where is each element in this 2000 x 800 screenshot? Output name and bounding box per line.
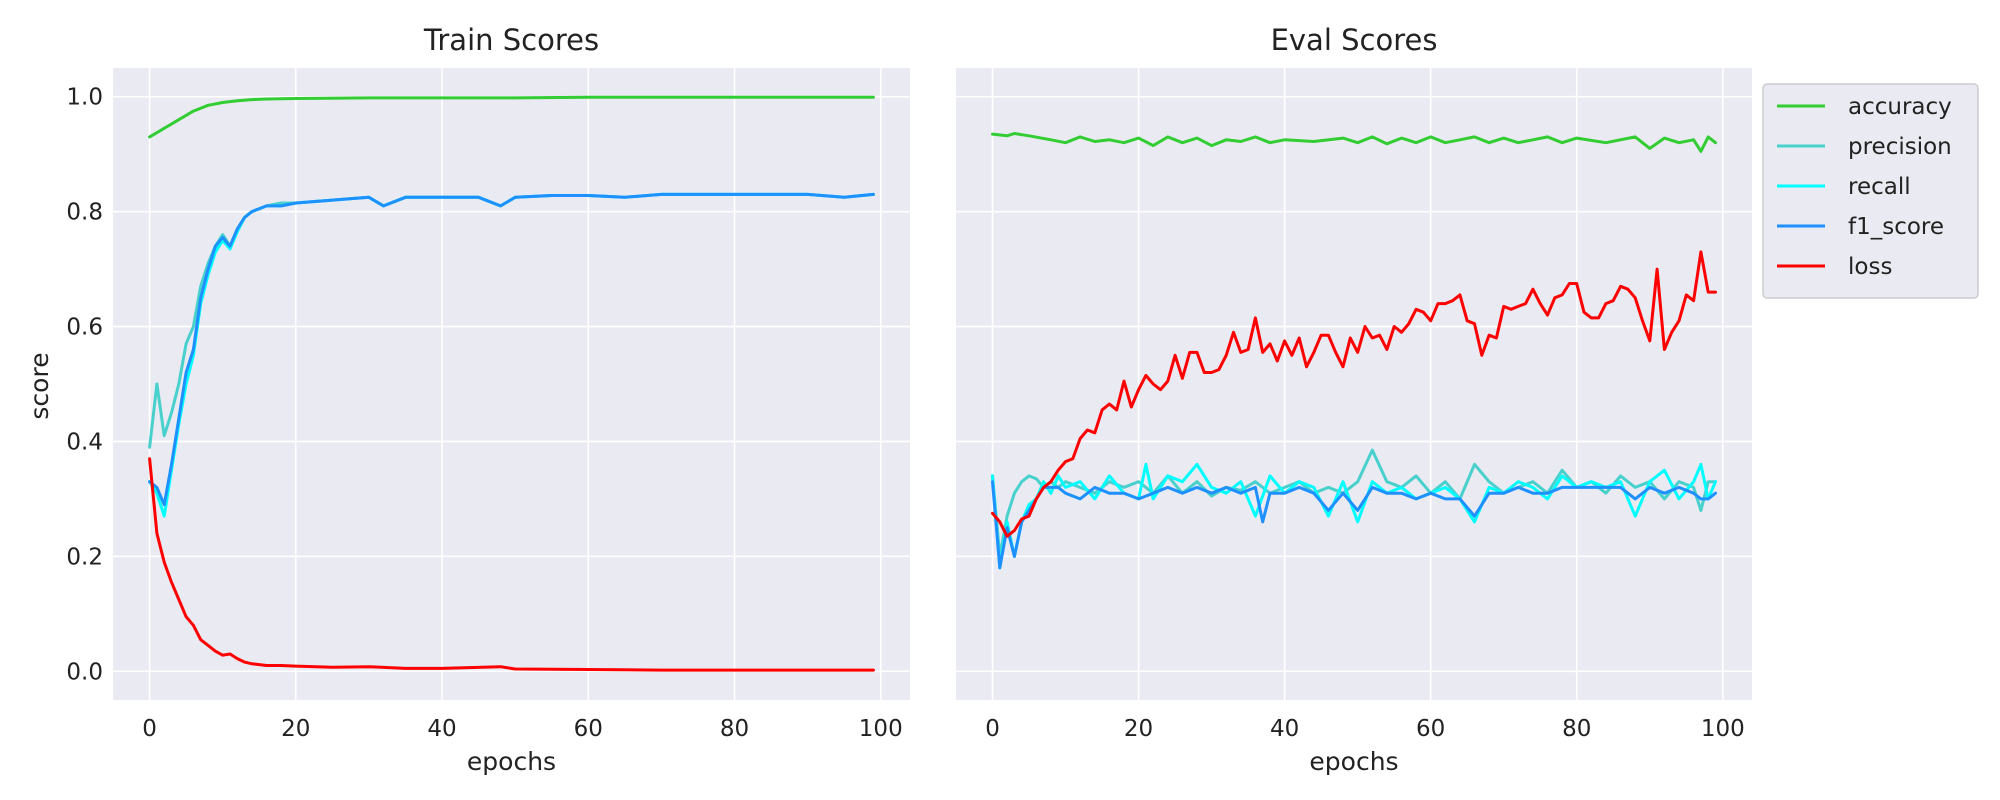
eval-series <box>991 132 1717 570</box>
eval-x-tick-label: 0 <box>985 716 1000 742</box>
train-x-tick-label: 40 <box>427 716 456 742</box>
eval-grid <box>956 68 1752 700</box>
eval-x-tick-label: 60 <box>1416 716 1445 742</box>
train-x-tick-label: 0 <box>142 716 157 742</box>
train-x-tick-label: 20 <box>281 716 310 742</box>
eval-scores-panel: 0 20 40 60 80 100 Eval Scores epochs <box>956 23 1752 776</box>
train-y-tick-label: 0.2 <box>66 544 103 570</box>
legend-f1-score-label: f1_score <box>1848 214 1944 240</box>
eval-x-tick-label: 100 <box>1701 716 1745 742</box>
train-y-axis-label: score <box>25 352 54 419</box>
train-plot-background <box>113 68 910 700</box>
train-y-tick-label: 0.8 <box>66 200 103 226</box>
eval-x-tick-label: 20 <box>1124 716 1153 742</box>
legend-accuracy-label: accuracy <box>1848 94 1952 120</box>
train-ticks: 0 20 40 60 80 100 0.0 0.2 0.4 0.6 0.8 1.0 <box>66 85 902 742</box>
eval-ticks: 0 20 40 60 80 100 <box>985 716 1745 742</box>
legend-box <box>1762 83 1979 299</box>
eval-plot-background <box>956 68 1752 700</box>
train-x-tick-label: 80 <box>720 716 749 742</box>
train-grid <box>113 68 910 700</box>
train-series <box>148 95 875 672</box>
train-y-tick-label: 0.0 <box>66 659 103 685</box>
train-accuracy-line <box>148 95 875 139</box>
train-scores-panel: 0 20 40 60 80 100 0.0 0.2 0.4 0.6 0.8 1.0 Train Sco… <box>25 23 910 776</box>
eval-f1-score-line <box>991 480 1717 570</box>
train-x-tick-label: 60 <box>574 716 603 742</box>
train-y-tick-label: 0.6 <box>66 315 103 341</box>
eval-title: Eval Scores <box>1271 23 1438 57</box>
train-x-axis-label: epochs <box>467 747 556 776</box>
eval-loss-line <box>991 250 1717 538</box>
legend-recall-label: recall <box>1848 174 1911 200</box>
train-y-tick-label: 0.4 <box>66 429 103 455</box>
eval-precision-line <box>991 448 1717 558</box>
train-loss-line <box>148 457 875 672</box>
eval-accuracy-line <box>991 132 1717 153</box>
train-f1-score-line <box>148 192 875 507</box>
train-title: Train Scores <box>423 23 599 57</box>
eval-x-axis-label: epochs <box>1309 747 1398 776</box>
train-x-tick-label: 100 <box>859 716 903 742</box>
eval-x-tick-label: 80 <box>1562 716 1591 742</box>
legend-precision-label: precision <box>1848 134 1952 160</box>
legend-loss-label: loss <box>1848 254 1892 280</box>
train-y-tick-label: 1.0 <box>66 85 103 111</box>
eval-x-tick-label: 40 <box>1270 716 1299 742</box>
